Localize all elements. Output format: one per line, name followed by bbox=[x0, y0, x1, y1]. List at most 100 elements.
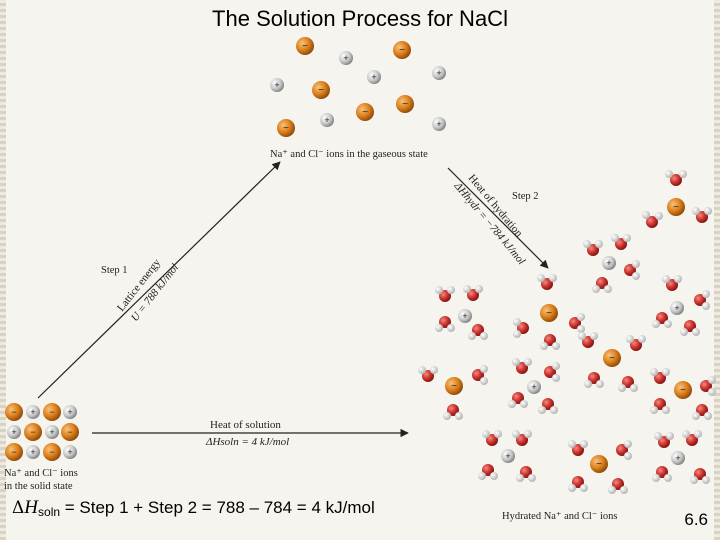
svg-text:+: + bbox=[371, 72, 376, 82]
water-molecule bbox=[700, 376, 716, 396]
water-molecule bbox=[463, 285, 483, 301]
water-molecule bbox=[665, 170, 687, 186]
svg-text:−: − bbox=[49, 407, 54, 417]
soln-subscript: soln bbox=[38, 505, 61, 519]
water-molecule bbox=[418, 366, 438, 382]
water-molecule bbox=[472, 365, 488, 385]
lattice-ion: − bbox=[61, 423, 79, 441]
water-molecule bbox=[642, 211, 663, 228]
solid-lattice: − + − + + − + − − + − + bbox=[5, 403, 79, 461]
svg-text:−: − bbox=[451, 381, 457, 392]
lattice-ion: + bbox=[63, 405, 77, 419]
page-number: 6.6 bbox=[684, 510, 708, 529]
hydrated-ion-gray: + bbox=[501, 449, 515, 463]
svg-text:−: − bbox=[302, 41, 308, 52]
lattice-ion: + bbox=[45, 425, 59, 439]
hydrated-ion-orange: − bbox=[667, 198, 685, 216]
gas-ion-gray: + bbox=[432, 117, 446, 131]
water-molecule bbox=[584, 372, 604, 388]
step1-arrow bbox=[37, 161, 281, 399]
heat-of-solution-label: Heat of solution bbox=[210, 419, 281, 431]
lattice-ion: − bbox=[24, 423, 42, 441]
solid-state-label-line2: in the solid state bbox=[4, 481, 73, 492]
svg-text:+: + bbox=[67, 407, 72, 417]
solution-value-label: ΔHsoln = 4 kJ/mol bbox=[205, 436, 289, 448]
gas-ion-orange: − bbox=[277, 119, 295, 137]
hydrated-ions: − − − − − − + + + + + + bbox=[418, 170, 716, 494]
svg-text:+: + bbox=[343, 53, 348, 63]
lattice-ion: − bbox=[43, 443, 61, 461]
water-molecule bbox=[544, 362, 560, 382]
water-molecule bbox=[654, 432, 674, 448]
water-molecule bbox=[608, 478, 628, 494]
water-molecule bbox=[482, 430, 502, 446]
svg-text:+: + bbox=[11, 427, 16, 437]
delta-h-soln-formula: ΔHsoln = Step 1 + Step 2 = 788 – 784 = 4… bbox=[12, 497, 375, 519]
gas-ion-orange: − bbox=[312, 81, 330, 99]
svg-text:−: − bbox=[11, 447, 16, 457]
svg-text:−: − bbox=[11, 407, 16, 417]
water-molecule bbox=[512, 358, 532, 374]
gas-ion-orange: − bbox=[393, 41, 411, 59]
hydrated-ion-orange: − bbox=[540, 304, 558, 322]
svg-text:−: − bbox=[399, 45, 405, 56]
gas-ion-orange: − bbox=[396, 95, 414, 113]
water-molecule bbox=[618, 376, 638, 392]
solid-state-label-line1: Na⁺ and Cl⁻ ions bbox=[4, 468, 78, 479]
hydrated-ion-orange: − bbox=[590, 455, 608, 473]
water-molecule bbox=[624, 260, 640, 280]
water-molecule bbox=[443, 404, 463, 420]
right-frame-border bbox=[714, 0, 720, 540]
hydrated-ion-orange: − bbox=[603, 349, 621, 367]
svg-text:−: − bbox=[609, 353, 615, 364]
water-molecule bbox=[516, 466, 536, 482]
water-molecule bbox=[468, 324, 488, 340]
step2-label: Step 2 bbox=[512, 191, 539, 202]
water-molecule bbox=[616, 440, 632, 460]
water-molecule bbox=[650, 398, 670, 414]
water-molecule bbox=[478, 464, 498, 480]
svg-text:+: + bbox=[675, 453, 680, 463]
svg-text:−: − bbox=[283, 123, 289, 134]
water-molecule bbox=[626, 335, 646, 351]
water-molecule bbox=[694, 290, 710, 310]
svg-text:+: + bbox=[462, 311, 467, 321]
hydrated-ion-gray: + bbox=[458, 309, 472, 323]
water-molecule bbox=[650, 368, 670, 384]
water-molecule bbox=[538, 398, 558, 414]
lattice-ion: − bbox=[5, 403, 23, 421]
lattice-ion: + bbox=[7, 425, 21, 439]
left-frame-border bbox=[0, 0, 6, 540]
water-molecule bbox=[611, 234, 631, 250]
gaseous-ions: − − − − − − + + + + + + bbox=[270, 37, 446, 137]
gas-ion-orange: − bbox=[356, 103, 374, 121]
water-molecule bbox=[578, 332, 598, 348]
svg-text:−: − bbox=[30, 427, 35, 437]
svg-text:+: + bbox=[67, 447, 72, 457]
water-molecule bbox=[583, 240, 603, 256]
hydrated-ion-orange: − bbox=[445, 377, 463, 395]
svg-text:+: + bbox=[436, 119, 441, 129]
water-molecule bbox=[680, 320, 700, 336]
water-molecule bbox=[568, 476, 588, 492]
svg-text:+: + bbox=[674, 303, 679, 313]
delta-symbol: Δ bbox=[12, 498, 25, 518]
svg-text:+: + bbox=[30, 407, 35, 417]
water-molecule bbox=[568, 440, 588, 456]
water-molecule bbox=[652, 312, 672, 328]
svg-text:+: + bbox=[274, 80, 279, 90]
svg-text:+: + bbox=[30, 447, 35, 457]
water-molecule bbox=[537, 274, 557, 290]
svg-text:−: − bbox=[362, 107, 368, 118]
hydrated-ion-gray: + bbox=[602, 256, 616, 270]
lattice-ion: + bbox=[26, 405, 40, 419]
hydrated-ion-gray: + bbox=[670, 301, 684, 315]
lattice-ion: − bbox=[5, 443, 23, 461]
water-molecule bbox=[682, 430, 702, 446]
formula-text: = Step 1 + Step 2 = 788 – 784 = 4 kJ/mol bbox=[60, 498, 375, 517]
water-molecule bbox=[690, 468, 710, 484]
water-molecule bbox=[569, 313, 585, 333]
svg-text:+: + bbox=[436, 68, 441, 78]
svg-text:−: − bbox=[49, 447, 54, 457]
